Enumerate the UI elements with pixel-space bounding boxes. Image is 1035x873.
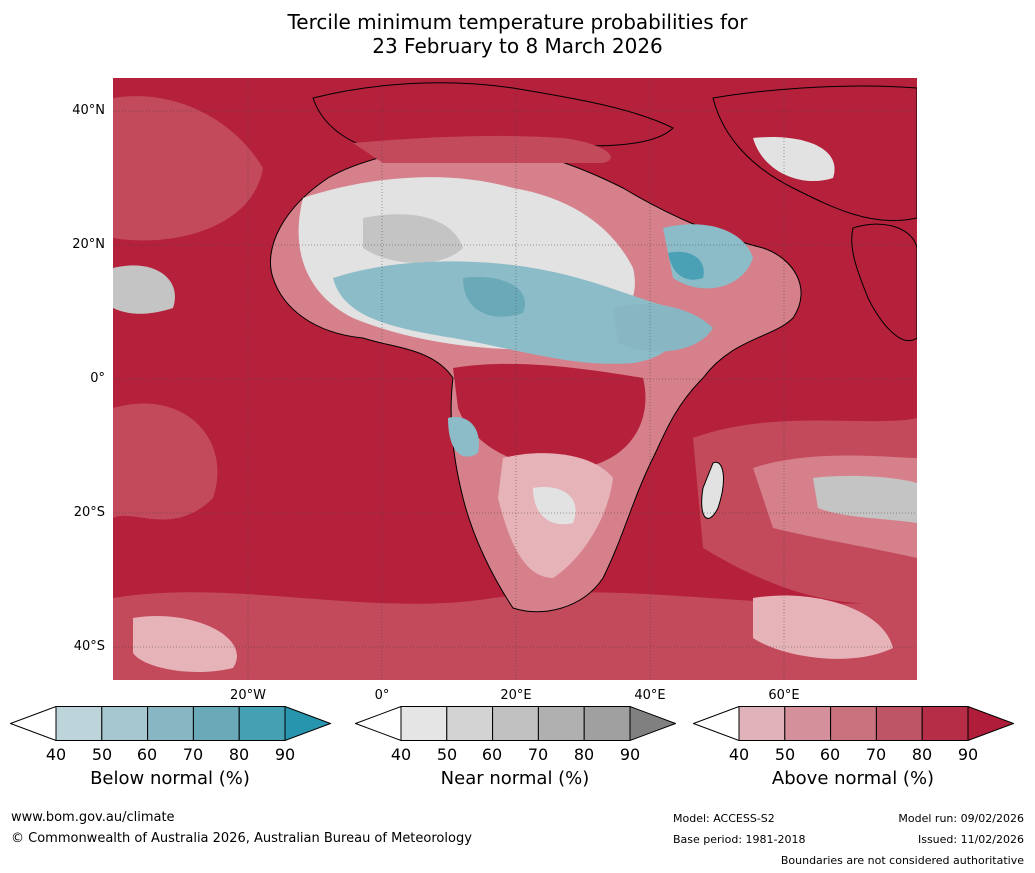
near-extend-low	[355, 706, 402, 741]
near-segment-1	[400, 706, 448, 741]
atlantic-band-80b	[113, 403, 218, 520]
lon-label-40e: 40°E	[634, 688, 666, 703]
colorbar-near-label: Near normal (%)	[440, 768, 590, 789]
above-segment-1	[738, 706, 786, 741]
mediterranean	[353, 135, 611, 163]
footer-model-run: Model run: 09/02/2026	[898, 812, 1024, 825]
tick-below-70: 70	[182, 745, 204, 764]
footer-disclaimer: Boundaries are not considered authoritat…	[780, 854, 1024, 867]
below-segment-4	[192, 706, 240, 741]
footer-issued: Issued: 11/02/2026	[917, 833, 1024, 846]
lon-label-20w: 20°W	[230, 688, 266, 703]
indian-ocean-near	[813, 475, 917, 523]
colorbar-near-svg	[355, 706, 676, 741]
below-extend-low	[10, 706, 57, 741]
lat-label-20n: 20°N	[72, 237, 105, 252]
angola-below	[448, 417, 479, 457]
lat-label-40s: 40°S	[73, 639, 105, 654]
central-above	[453, 363, 646, 469]
near-segment-5	[583, 706, 631, 741]
tick-near-90: 90	[619, 745, 641, 764]
tick-near-70: 70	[527, 745, 549, 764]
tick-above-50: 50	[774, 745, 796, 764]
colorbar-near	[355, 706, 676, 741]
arabia-below-dark	[668, 251, 704, 280]
lat-label-0: 0°	[90, 371, 105, 386]
colorbar-above-svg	[693, 706, 1014, 741]
footer-url[interactable]: www.bom.gov.au/climate	[11, 810, 175, 825]
tick-near-50: 50	[436, 745, 458, 764]
tick-near-80: 80	[573, 745, 595, 764]
south-atl-near	[133, 616, 237, 673]
asia-near	[753, 137, 835, 182]
lat-label-40n: 40°N	[72, 103, 105, 118]
title-line-1: Tercile minimum temperature probabilitie…	[287, 10, 748, 34]
tick-above-60: 60	[819, 745, 841, 764]
title-line-2: 23 February to 8 March 2026	[372, 34, 663, 58]
tick-above-40: 40	[728, 745, 750, 764]
probability-map[interactable]	[113, 78, 917, 680]
atl-grey	[113, 265, 175, 314]
tick-below-60: 60	[136, 745, 158, 764]
tick-below-80: 80	[228, 745, 250, 764]
tick-below-90: 90	[274, 745, 296, 764]
tick-near-60: 60	[481, 745, 503, 764]
sahara-grey	[363, 214, 463, 263]
tick-above-90: 90	[957, 745, 979, 764]
horn-below	[613, 304, 713, 352]
colorbar-below-label: Below normal (%)	[90, 768, 250, 789]
near-segment-4	[537, 706, 585, 741]
above-extend-low	[693, 706, 740, 741]
southern-africa-grey	[533, 487, 576, 525]
above-segment-4	[875, 706, 923, 741]
above-segment-2	[784, 706, 832, 741]
south-ocean-80	[113, 592, 917, 680]
near-extend-high	[629, 706, 676, 741]
near-segment-3	[492, 706, 539, 741]
graticule	[113, 78, 917, 680]
lon-label-20e: 20°E	[500, 688, 532, 703]
footer-copyright: © Commonwealth of Australia 2026, Austra…	[11, 831, 472, 846]
colorbar-above	[693, 706, 1014, 741]
above-segment-3	[830, 706, 877, 741]
lon-label-0: 0°	[374, 688, 390, 703]
below-segment-2	[101, 706, 149, 741]
near-segment-2	[446, 706, 494, 741]
se-near	[753, 595, 893, 659]
below-segment-1	[55, 706, 103, 741]
tick-near-40: 40	[390, 745, 412, 764]
lon-label-60e: 60°E	[768, 688, 800, 703]
map-canvas	[113, 78, 917, 680]
below-extend-high	[284, 706, 331, 741]
chart-title: Tercile minimum temperature probabilitie…	[0, 10, 1035, 58]
below-segment-5	[238, 706, 286, 741]
colorbar-below-svg	[10, 706, 331, 741]
colorbar-above-label: Above normal (%)	[771, 768, 935, 789]
tick-below-50: 50	[91, 745, 113, 764]
colorbar-below	[10, 706, 331, 741]
atlantic-band-80	[113, 96, 263, 241]
tick-above-80: 80	[911, 745, 933, 764]
sahel-below-dark	[463, 277, 525, 317]
footer-base-period: Base period: 1981-2018	[673, 833, 806, 846]
tick-below-40: 40	[45, 745, 67, 764]
lat-label-20s: 20°S	[73, 505, 105, 520]
tick-above-70: 70	[865, 745, 887, 764]
madagascar	[701, 461, 724, 519]
below-segment-3	[147, 706, 194, 741]
footer-model: Model: ACCESS-S2	[673, 812, 775, 825]
above-segment-5	[921, 706, 969, 741]
india-land	[851, 223, 917, 341]
above-extend-high	[967, 706, 1014, 741]
